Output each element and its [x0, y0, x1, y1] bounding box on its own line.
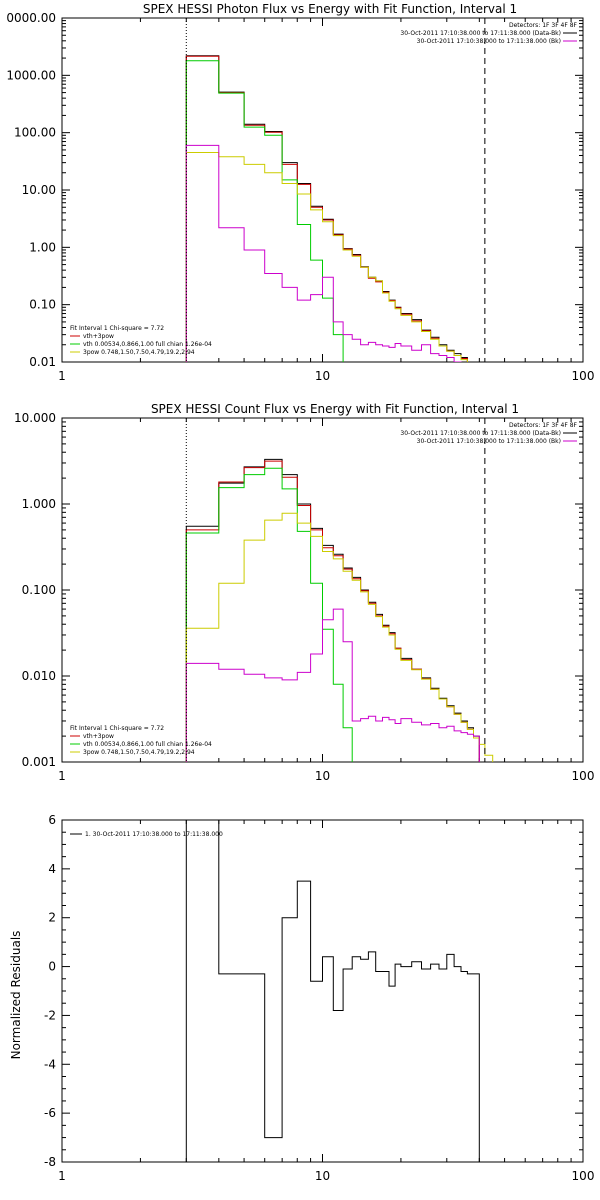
x-ticks: 1 10 100 [58, 820, 594, 1183]
y-tick-label: 1.00 [29, 240, 56, 254]
y-tick-label: 0.001 [22, 755, 56, 769]
residuals-legend: 1. 30-Oct-2011 17:10:38.000 to 17:11:38.… [70, 831, 223, 838]
fit-legend: Fit Interval 1 Chi-square = 7.72vth+3pow… [70, 725, 212, 756]
series-fit_total-line [185, 460, 480, 762]
fit-legend: Fit Interval 1 Chi-square = 7.72vth+3pow… [70, 325, 212, 356]
x-tick-label: 10 [315, 1169, 330, 1183]
y-tick-label: 0.10 [29, 298, 56, 312]
header-legend-label: 30-Oct-2011 17:10:38.000 to 17:11:38.000… [400, 430, 561, 437]
y-tick-label: 0.100 [22, 583, 56, 597]
x-tick-label: 10 [315, 369, 330, 383]
y-tick-label: 0.01 [29, 355, 56, 369]
photon-flux-plot-area: 1 10 100 0.01 0.10 1.00 10.00 100.00 1000.00 0000… [6, 11, 594, 383]
y-tick-label: 6 [48, 813, 56, 827]
fit-legend-label: vth 0.00534,0.866,1.00 full chian 1.26e-… [83, 741, 212, 748]
fit-legend-title: Fit Interval 1 Chi-square = 7.72 [70, 725, 164, 732]
series-group [185, 820, 480, 1162]
y-tick-label: 0 [48, 960, 56, 974]
x-tick-label: 1 [58, 1169, 66, 1183]
y-tick-label: -8 [44, 1155, 56, 1169]
x-tick-label: 1 [58, 369, 66, 383]
series-power_law-line [185, 152, 468, 362]
y-tick-label: 10.000 [14, 411, 56, 425]
x-tick-label: 100 [572, 1169, 595, 1183]
y-tick-label: 10.00 [22, 183, 56, 197]
y-tick-label: 2 [48, 911, 56, 925]
x-tick-label: 10 [315, 769, 330, 783]
series-power_law-line [185, 512, 494, 762]
residuals-y-axis-label: Normalized Residuals [9, 931, 23, 1060]
x-tick-label: 100 [572, 769, 595, 783]
header-legend-label: 30-Oct-2011 17:10:38.000 to 17:11:38.000… [417, 38, 561, 45]
header-legend-label: 30-Oct-2011 17:10:38.000 to 17:11:38.000… [400, 30, 561, 37]
series-vth-line [185, 467, 353, 762]
count-flux-title: SPEX HESSI Count Flux vs Energy with Fit… [151, 402, 519, 416]
fit-legend-label: 3pow 0.748,1.50,7.50,4.79,19.2,2.94 [83, 349, 195, 356]
y-tick-label: 1000.00 [6, 68, 56, 82]
y-tick-label: 0.010 [22, 669, 56, 683]
fit-legend-label: vth+3pow [83, 733, 114, 740]
series-vth-line [185, 60, 344, 362]
y-tick-label: -4 [44, 1057, 56, 1071]
series-data-line [185, 458, 480, 762]
series-residuals-line [185, 820, 480, 1162]
y-tick-label: -2 [44, 1008, 56, 1022]
photon-flux-panel: SPEX HESSI Photon Flux vs Energy with Fi… [6, 2, 594, 383]
y-tick-label: 4 [48, 862, 56, 876]
y-tick-label: 0000.00 [6, 11, 56, 25]
y-ticks: -8 -6 -4 -2 0 2 4 6 [44, 813, 583, 1169]
x-tick-label: 1 [58, 769, 66, 783]
series-group [185, 55, 474, 362]
residuals-plot-area: 1 10 100 -8 -6 -4 -2 0 2 4 6 1. 30-Oct-2011 17:10:3… [44, 813, 594, 1183]
residuals-legend-label: 1. 30-Oct-2011 17:10:38.000 to 17:11:38.… [85, 831, 223, 838]
residuals-panel: Normalized Residuals 1 10 100-8-6-4-202461… [9, 813, 594, 1183]
axes-frame [61, 17, 584, 363]
y-ticks: 0.01 0.10 1.00 10.00 100.00 1000.00 0000.00 [6, 11, 583, 369]
fit-legend-title: Fit Interval 1 Chi-square = 7.72 [70, 325, 164, 332]
series-group [185, 458, 494, 762]
axes-frame [61, 819, 584, 1163]
fit-legend-label: 3pow 0.748,1.50,7.50,4.79,19.2,2.94 [83, 749, 195, 756]
count-flux-panel: SPEX HESSI Count Flux vs Energy with Fit… [14, 402, 595, 783]
x-ticks: 1 10 100 [58, 18, 594, 383]
y-ticks: 0.001 0.010 0.100 1.000 10.000 [14, 411, 583, 769]
detectors-label: Detectors: 1F 3F 4F 8F [509, 422, 578, 429]
count-flux-plot-area: 1 10 100 0.001 0.010 0.100 1.000 10.000 Detector… [14, 411, 595, 783]
x-tick-label: 100 [572, 369, 595, 383]
y-tick-label: 100.00 [14, 126, 56, 140]
y-tick-label: -6 [44, 1106, 56, 1120]
fit-legend-label: vth 0.00534,0.866,1.00 full chian 1.26e-… [83, 341, 212, 348]
detectors-label: Detectors: 1F 3F 4F 8F [509, 22, 578, 29]
header-legend-label: 30-Oct-2011 17:10:38.000 to 17:11:38.000… [417, 438, 561, 445]
series-background-line [185, 608, 480, 762]
series-background-line [185, 144, 462, 362]
y-tick-label: 1.000 [22, 497, 56, 511]
fit-legend-label: vth+3pow [83, 333, 114, 340]
photon-flux-title: SPEX HESSI Photon Flux vs Energy with Fi… [143, 2, 517, 16]
